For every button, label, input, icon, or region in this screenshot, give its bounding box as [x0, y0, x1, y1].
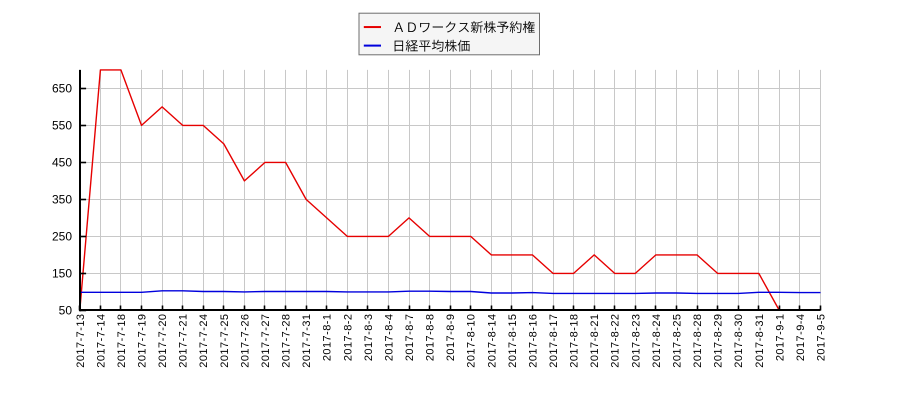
svg-text:2017-8-25: 2017-8-25	[672, 314, 684, 368]
svg-text:2017-7-20: 2017-7-20	[157, 314, 169, 368]
svg-text:2017-8-9: 2017-8-9	[445, 314, 457, 362]
svg-text:2017-8-1: 2017-8-1	[322, 314, 334, 362]
svg-text:2017-8-4: 2017-8-4	[383, 314, 395, 362]
svg-text:2017-8-15: 2017-8-15	[507, 314, 519, 368]
svg-text:2017-7-13: 2017-7-13	[75, 314, 87, 368]
svg-text:2017-8-16: 2017-8-16	[527, 314, 539, 368]
svg-text:2017-8-29: 2017-8-29	[713, 314, 725, 368]
svg-text:2017-8-14: 2017-8-14	[486, 314, 498, 368]
svg-text:2017-8-23: 2017-8-23	[630, 314, 642, 368]
svg-text:2017-7-26: 2017-7-26	[239, 314, 251, 368]
svg-text:650: 650	[52, 82, 72, 96]
svg-text:150: 150	[52, 267, 72, 281]
svg-text:250: 250	[52, 230, 72, 244]
svg-text:2017-9-1: 2017-9-1	[774, 314, 786, 362]
svg-text:450: 450	[52, 156, 72, 170]
svg-text:2017-7-24: 2017-7-24	[198, 314, 210, 368]
svg-text:350: 350	[52, 193, 72, 207]
svg-text:2017-7-21: 2017-7-21	[178, 314, 190, 368]
svg-text:2017-9-4: 2017-9-4	[795, 314, 807, 362]
svg-text:2017-8-3: 2017-8-3	[363, 314, 375, 362]
svg-text:2017-8-10: 2017-8-10	[466, 314, 478, 368]
svg-text:2017-8-18: 2017-8-18	[569, 314, 581, 368]
svg-text:2017-8-31: 2017-8-31	[754, 314, 766, 368]
svg-text:2017-8-30: 2017-8-30	[733, 314, 745, 368]
svg-text:50: 50	[59, 304, 73, 318]
svg-text:2017-9-5: 2017-9-5	[816, 314, 828, 362]
svg-text:2017-8-8: 2017-8-8	[425, 314, 437, 362]
svg-text:2017-7-19: 2017-7-19	[137, 314, 149, 368]
svg-text:2017-8-28: 2017-8-28	[692, 314, 704, 368]
svg-text:2017-8-7: 2017-8-7	[404, 314, 416, 362]
svg-text:2017-7-31: 2017-7-31	[301, 314, 313, 368]
svg-text:2017-8-22: 2017-8-22	[610, 314, 622, 368]
svg-text:2017-8-24: 2017-8-24	[651, 314, 663, 368]
svg-text:2017-8-21: 2017-8-21	[589, 314, 601, 368]
svg-text:2017-7-14: 2017-7-14	[95, 314, 107, 368]
svg-text:2017-8-17: 2017-8-17	[548, 314, 560, 368]
svg-text:2017-8-2: 2017-8-2	[342, 314, 354, 362]
svg-text:2017-7-18: 2017-7-18	[116, 314, 128, 368]
svg-text:2017-7-25: 2017-7-25	[219, 314, 231, 368]
svg-text:550: 550	[52, 119, 72, 133]
svg-text:2017-7-28: 2017-7-28	[281, 314, 293, 368]
svg-text:2017-7-27: 2017-7-27	[260, 314, 272, 368]
